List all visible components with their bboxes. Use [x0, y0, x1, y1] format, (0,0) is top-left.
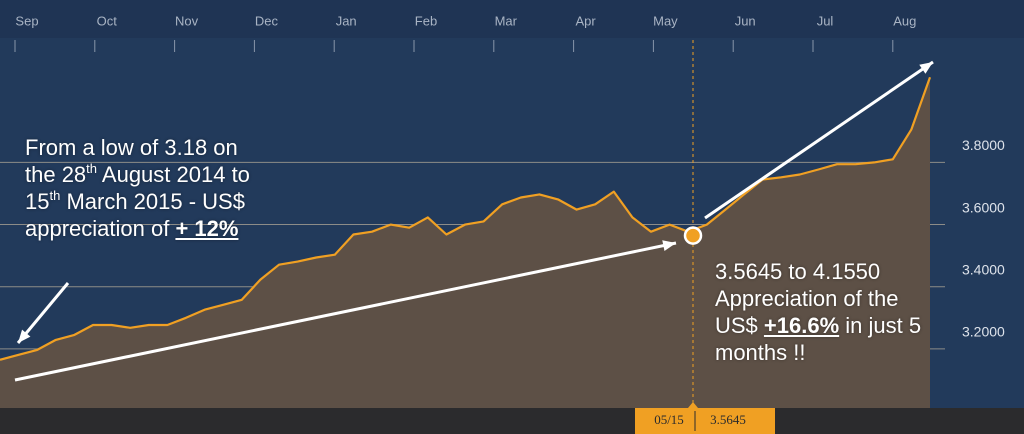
- x-tick-label: Apr: [575, 13, 596, 28]
- x-tick-label: May: [653, 13, 678, 28]
- x-tick-label: Jan: [336, 13, 357, 28]
- x-tick-label: Jul: [817, 13, 834, 28]
- arrow-head: [662, 240, 676, 251]
- x-tick-label: Oct: [97, 13, 118, 28]
- arrow-head: [18, 329, 31, 343]
- x-tick-label: Nov: [175, 13, 199, 28]
- y-tick-label: 3.8000: [962, 137, 1005, 153]
- arrow-shaft: [16, 282, 70, 344]
- arrow-head: [919, 62, 933, 74]
- crosshair-date: 05/15: [654, 412, 684, 427]
- y-tick-label: 3.4000: [962, 261, 1005, 277]
- arrow-shaft: [14, 241, 677, 382]
- x-tick-label: Dec: [255, 13, 279, 28]
- x-tick-label: Aug: [893, 13, 916, 28]
- crosshair-badge: [635, 408, 775, 434]
- x-tick-label: Feb: [415, 13, 437, 28]
- area-fill: [0, 77, 930, 408]
- y-tick-label: 3.2000: [962, 324, 1005, 340]
- x-tick-label: Jun: [735, 13, 756, 28]
- arrow-shaft: [704, 60, 934, 220]
- crosshair-value: 3.5645: [710, 412, 746, 427]
- crosshair-pointer: [688, 402, 698, 408]
- x-tick-label: Mar: [495, 13, 518, 28]
- top-axis-strip: [0, 0, 1024, 38]
- bottom-strip: [0, 408, 1024, 434]
- price-line: [0, 76, 932, 361]
- annotation-right: 3.5645 to 4.1550 Appreciation of the US$…: [715, 259, 922, 365]
- y-tick-label: 3.6000: [962, 199, 1005, 215]
- annotation-left: From a low of 3.18 on the 28th August 20…: [25, 135, 250, 241]
- crosshair-point: [683, 226, 703, 245]
- x-tick-label: Sep: [15, 13, 38, 28]
